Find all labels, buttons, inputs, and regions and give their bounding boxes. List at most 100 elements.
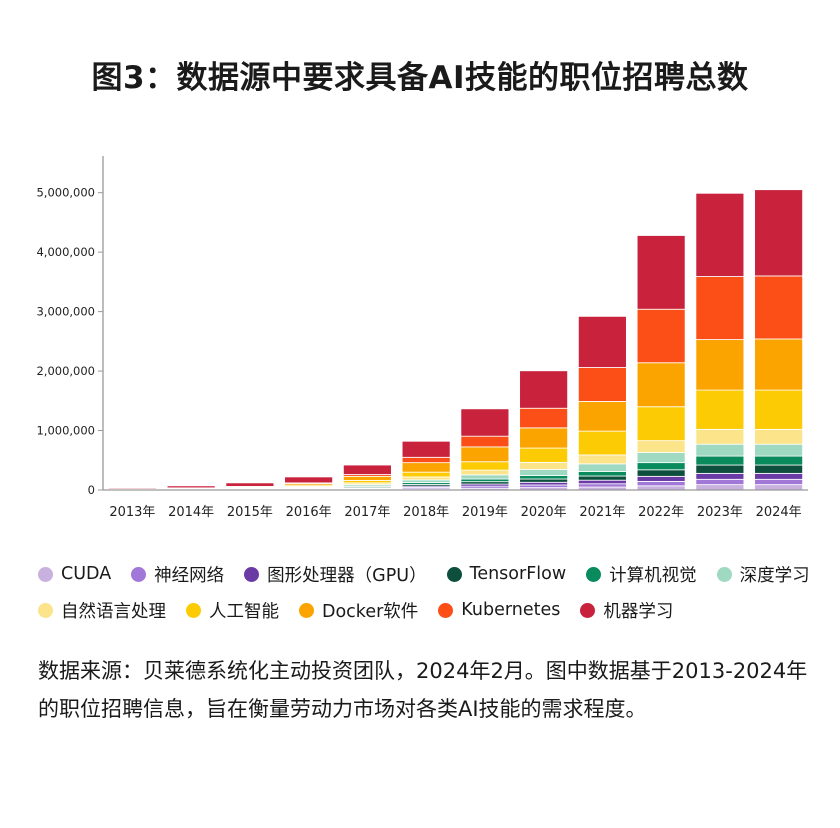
legend-item: 人工智能 bbox=[186, 598, 279, 623]
x-tick-label: 2014年 bbox=[168, 505, 214, 520]
bar-segment bbox=[401, 479, 451, 483]
y-tick-label: 5,000,000 bbox=[36, 186, 95, 200]
legend-item: 深度学习 bbox=[716, 562, 810, 587]
legend-label: Docker软件 bbox=[322, 601, 419, 622]
legend-swatch bbox=[716, 566, 732, 582]
legend-swatch bbox=[131, 566, 147, 582]
bar-segment bbox=[460, 474, 510, 480]
y-tick-label: 1,000,000 bbox=[36, 424, 95, 438]
stacked-bar-chart: 0 1,000,000 2,000,000 3,000,000 4,000,000 5,0… bbox=[36, 156, 808, 520]
legend-item: Kubernetes bbox=[438, 600, 560, 620]
bar-segment bbox=[519, 461, 569, 470]
bar-segment bbox=[754, 464, 804, 474]
bar-segment bbox=[636, 308, 686, 364]
y-tick-label: 2,000,000 bbox=[36, 364, 95, 378]
legend-label: CUDA bbox=[61, 564, 112, 584]
bar-segment bbox=[401, 440, 451, 458]
y-tick-label: 4,000,000 bbox=[36, 245, 95, 259]
bar-segment bbox=[577, 400, 627, 432]
bar-segment bbox=[695, 484, 745, 491]
bar-segment bbox=[577, 475, 627, 481]
chart-title: 图3：数据源中要求具备AI技能的职位招聘总数 bbox=[91, 60, 749, 96]
bar-segment bbox=[636, 475, 686, 482]
legend-swatch bbox=[586, 566, 602, 582]
legend-label: 人工智能 bbox=[209, 601, 279, 622]
bar-segment bbox=[401, 462, 451, 473]
legend-label: 自然语言处理 bbox=[61, 601, 166, 622]
bar-segment bbox=[577, 454, 627, 465]
bar-segment bbox=[636, 440, 686, 453]
x-tick-label: 2016年 bbox=[286, 505, 332, 520]
bar-segment bbox=[695, 443, 745, 457]
bar-segment bbox=[754, 189, 804, 277]
legend-label: TensorFlow bbox=[469, 564, 567, 584]
bar-segment bbox=[519, 475, 569, 480]
legend-item: 计算机视觉 bbox=[586, 562, 697, 587]
source-note: 数据来源：贝莱德系统化主动投资团队，2024年2月。图中数据基于2013-202… bbox=[38, 659, 808, 721]
x-tick-label: 2023年 bbox=[697, 505, 743, 520]
legend-swatch bbox=[580, 602, 596, 618]
x-tick-label: 2017年 bbox=[344, 505, 390, 520]
legend-swatch bbox=[186, 602, 201, 618]
bar-segment bbox=[695, 192, 745, 277]
bar-segment bbox=[636, 235, 686, 310]
x-tick-label: 2018年 bbox=[403, 505, 449, 520]
bar-segment bbox=[695, 339, 745, 391]
legend-swatch bbox=[244, 566, 260, 582]
y-tick-label: 3,000,000 bbox=[36, 305, 95, 319]
bar-segment bbox=[225, 482, 275, 487]
bar-segment bbox=[695, 389, 745, 430]
legend-label: Kubernetes bbox=[461, 600, 561, 620]
legend-swatch bbox=[438, 602, 454, 618]
bar-segment bbox=[460, 408, 510, 437]
bar-segment bbox=[695, 472, 745, 480]
x-tick-label: 2022年 bbox=[638, 505, 684, 520]
x-tick-label: 2015年 bbox=[227, 505, 273, 520]
bar-segment bbox=[695, 428, 745, 445]
bar-segment bbox=[636, 462, 686, 471]
bar-segment bbox=[460, 435, 510, 448]
bar-segment bbox=[754, 275, 804, 340]
legend-row-1: CUDA 神经网络 图形处理器（GPU） TensorFlow 计算机视觉 深度学习 bbox=[38, 556, 828, 592]
bar-segment bbox=[166, 485, 216, 489]
bar-segment bbox=[342, 475, 392, 481]
bar-segment bbox=[695, 276, 745, 340]
legend-item: TensorFlow bbox=[446, 564, 567, 584]
bar-segment bbox=[577, 479, 627, 485]
bar-segment bbox=[401, 456, 451, 464]
bar-segment bbox=[754, 338, 804, 391]
bar-segment bbox=[636, 362, 686, 408]
bar-segment bbox=[754, 389, 804, 430]
bar-segment bbox=[754, 428, 804, 445]
bar-segment bbox=[577, 367, 627, 402]
legend-label: 机器学习 bbox=[603, 601, 674, 622]
bar-segment bbox=[460, 478, 510, 483]
x-tick-label: 2019年 bbox=[462, 505, 508, 520]
bar-segment bbox=[577, 463, 627, 472]
bar-segment bbox=[519, 481, 569, 486]
legend-row-2: 自然语言处理 人工智能 Docker软件 Kubernetes 机器学习 bbox=[38, 592, 828, 628]
x-tick-label: 2013年 bbox=[109, 505, 155, 520]
bar-segment bbox=[636, 469, 686, 477]
bar-segment bbox=[519, 370, 569, 409]
bar-segment bbox=[519, 484, 569, 489]
bar-segment bbox=[519, 478, 569, 483]
legend-swatch bbox=[38, 602, 53, 618]
legend-item: 自然语言处理 bbox=[38, 598, 166, 623]
legend: CUDA 神经网络 图形处理器（GPU） TensorFlow 计算机视觉 深度学习 自然… bbox=[38, 556, 828, 628]
bar-segment bbox=[695, 464, 745, 474]
y-tick-label: 0 bbox=[88, 483, 95, 497]
bar-segment bbox=[460, 446, 510, 463]
bar-segment bbox=[284, 476, 334, 484]
bar-segment bbox=[401, 471, 451, 478]
legend-label: 深度学习 bbox=[739, 565, 810, 586]
bar-segment bbox=[460, 469, 510, 476]
legend-swatch bbox=[38, 566, 53, 582]
legend-label: 神经网络 bbox=[154, 565, 225, 586]
bar-segment bbox=[754, 478, 804, 486]
legend-item: Docker软件 bbox=[299, 598, 418, 623]
bar-segment bbox=[636, 480, 686, 487]
bar-segment bbox=[636, 406, 686, 442]
bar-segment bbox=[519, 427, 569, 449]
bar-segment bbox=[577, 315, 627, 368]
